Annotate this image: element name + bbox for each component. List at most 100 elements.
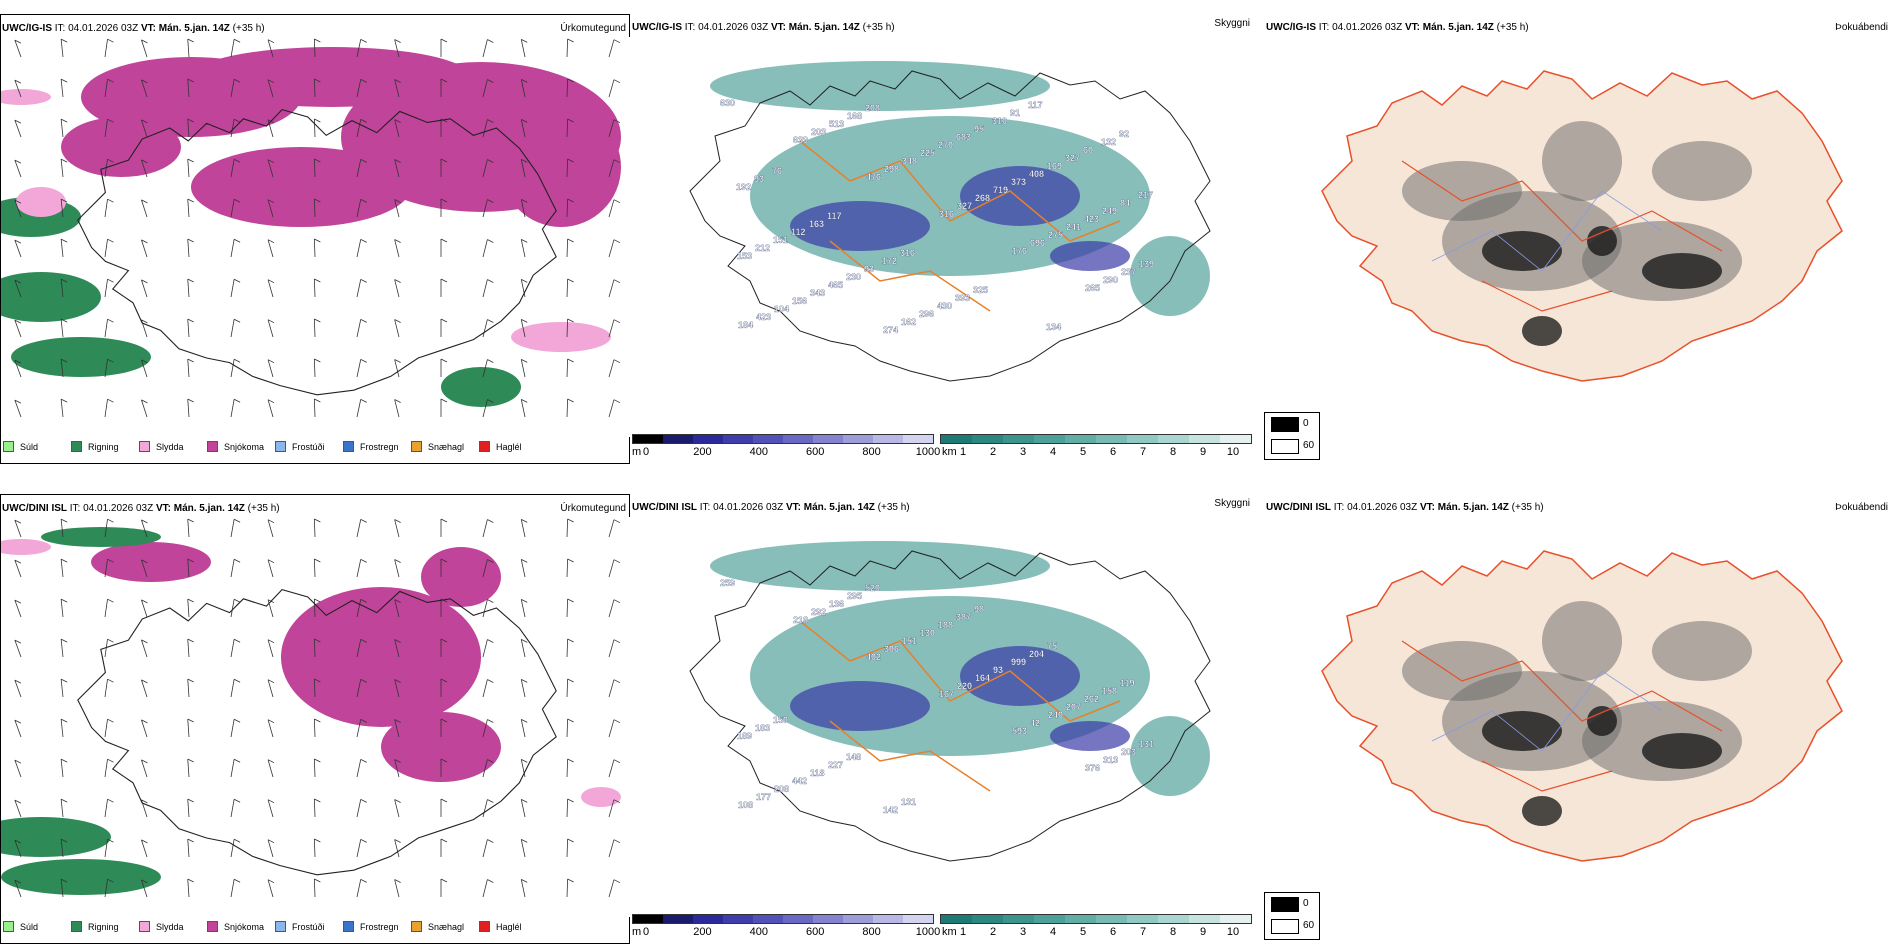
colorbar-cell [1096, 435, 1127, 443]
wind-barb-flag [521, 79, 528, 83]
wind-barb-flag [394, 359, 401, 363]
wind-barb-flag [60, 878, 68, 883]
wind-barb-flag [440, 718, 448, 723]
wind-barb [566, 158, 569, 178]
wind-barb [608, 759, 615, 778]
wind-barb-flag [60, 78, 68, 83]
wind-barb [482, 239, 488, 258]
panel-type-label: Þokuábendi [1835, 22, 1888, 33]
legend-label: Rigning [88, 921, 119, 932]
field-blob [790, 681, 930, 731]
wind-barb-flag [233, 518, 241, 523]
wind-barb-flag [567, 158, 574, 163]
wind-barb [394, 799, 400, 818]
wind-barb-flag [440, 758, 448, 763]
station-value: 249 [1102, 206, 1117, 216]
wind-barb [267, 799, 274, 818]
wind-barb [14, 159, 22, 178]
wind-barb [230, 679, 235, 698]
wind-barb [482, 119, 488, 138]
wind-barb [566, 838, 569, 858]
wind-barb-flag [394, 279, 401, 283]
wind-barb [482, 159, 488, 178]
wind-barb [313, 718, 316, 738]
wind-barb [520, 559, 526, 578]
wind-barb-flag [394, 519, 401, 523]
wind-barb-flag [233, 598, 241, 603]
wind-barb-flag [14, 839, 22, 844]
wind-barb-flag [440, 678, 448, 683]
wind-barb-flag [267, 759, 275, 764]
wind-barb-flag [360, 519, 367, 523]
wind-barb-flag [141, 599, 148, 604]
wind-barb-flag [394, 719, 401, 723]
wind-barb-flag [141, 119, 148, 124]
wind-barb-flag [613, 79, 621, 84]
wind-barb [608, 79, 615, 98]
panel-type-label: Úrkomutegund [560, 503, 626, 514]
station-value: 476 [866, 172, 881, 182]
wind-barb-flag [567, 638, 574, 643]
wind-barb [104, 519, 108, 538]
wind-barb-flag [487, 799, 494, 803]
wind-barb-flag [141, 519, 148, 524]
legend-label: Frostregn [360, 921, 399, 932]
wind-barb-flag [233, 638, 241, 643]
field-blob [1402, 641, 1522, 701]
wind-barb [14, 79, 22, 98]
wind-barb [60, 679, 64, 698]
wind-barb-flag [314, 318, 321, 323]
wind-barb [60, 39, 64, 58]
wind-barb-flag [521, 239, 528, 243]
wind-barb [267, 639, 274, 658]
colorbar-cell [1220, 915, 1251, 923]
wind-barb [520, 239, 526, 258]
wind-barb-flag [233, 318, 241, 323]
wind-barb-flag [521, 199, 528, 203]
wind-barb [14, 519, 22, 538]
wind-barb-flag [567, 358, 574, 363]
wind-barb-flag [613, 319, 621, 324]
station-value: 719 [993, 185, 1008, 195]
colorbar-cell [1127, 435, 1158, 443]
wind-barb-flag [521, 559, 528, 563]
visibility-tick: 10 [1226, 446, 1240, 458]
wind-barb-flag [360, 799, 367, 803]
wind-barb [267, 359, 274, 378]
wind-barb-flag [141, 279, 148, 284]
wind-barb [230, 879, 235, 898]
wind-barb-flag [107, 518, 114, 523]
cloud-low-swatch [1271, 919, 1299, 934]
wind-barb [313, 638, 316, 658]
wind-barb [482, 399, 488, 418]
wind-barb [230, 79, 235, 98]
wind-barb [313, 398, 316, 418]
wind-barb-flag [521, 159, 528, 163]
wind-barb [104, 599, 108, 618]
wind-barb [394, 759, 400, 778]
wind-barb-flag [521, 599, 528, 603]
wind-barb [566, 38, 569, 58]
wind-barb [14, 599, 22, 618]
visibility-map: 630 639 476 316 176 265 184 203 298 327 696 290 423 5… [630, 36, 1260, 436]
wind-barb-flag [141, 719, 148, 724]
wind-barb-flag [360, 879, 367, 883]
wind-barb-flag [487, 279, 494, 283]
wind-barb-flag [314, 718, 321, 723]
wind-barb-flag [440, 318, 448, 323]
wind-barb-flag [107, 398, 114, 403]
wind-barb [104, 79, 108, 98]
wind-barb-flag [187, 838, 194, 843]
wind-barb [230, 319, 235, 338]
wind-barb [566, 878, 569, 898]
wind-barb [394, 239, 400, 258]
panel-header: UWC/IG-IS IT: 04.01.2026 03Z VT: Mán. 5.… [2, 23, 265, 34]
wind-barb [230, 359, 235, 378]
wind-barb [60, 319, 64, 338]
station-value: 290 [1103, 275, 1118, 285]
wind-barb [14, 239, 22, 258]
wind-barb [104, 799, 108, 818]
wind-barb [104, 839, 108, 858]
wind-barb [313, 118, 316, 138]
wind-barb-flag [60, 318, 68, 323]
